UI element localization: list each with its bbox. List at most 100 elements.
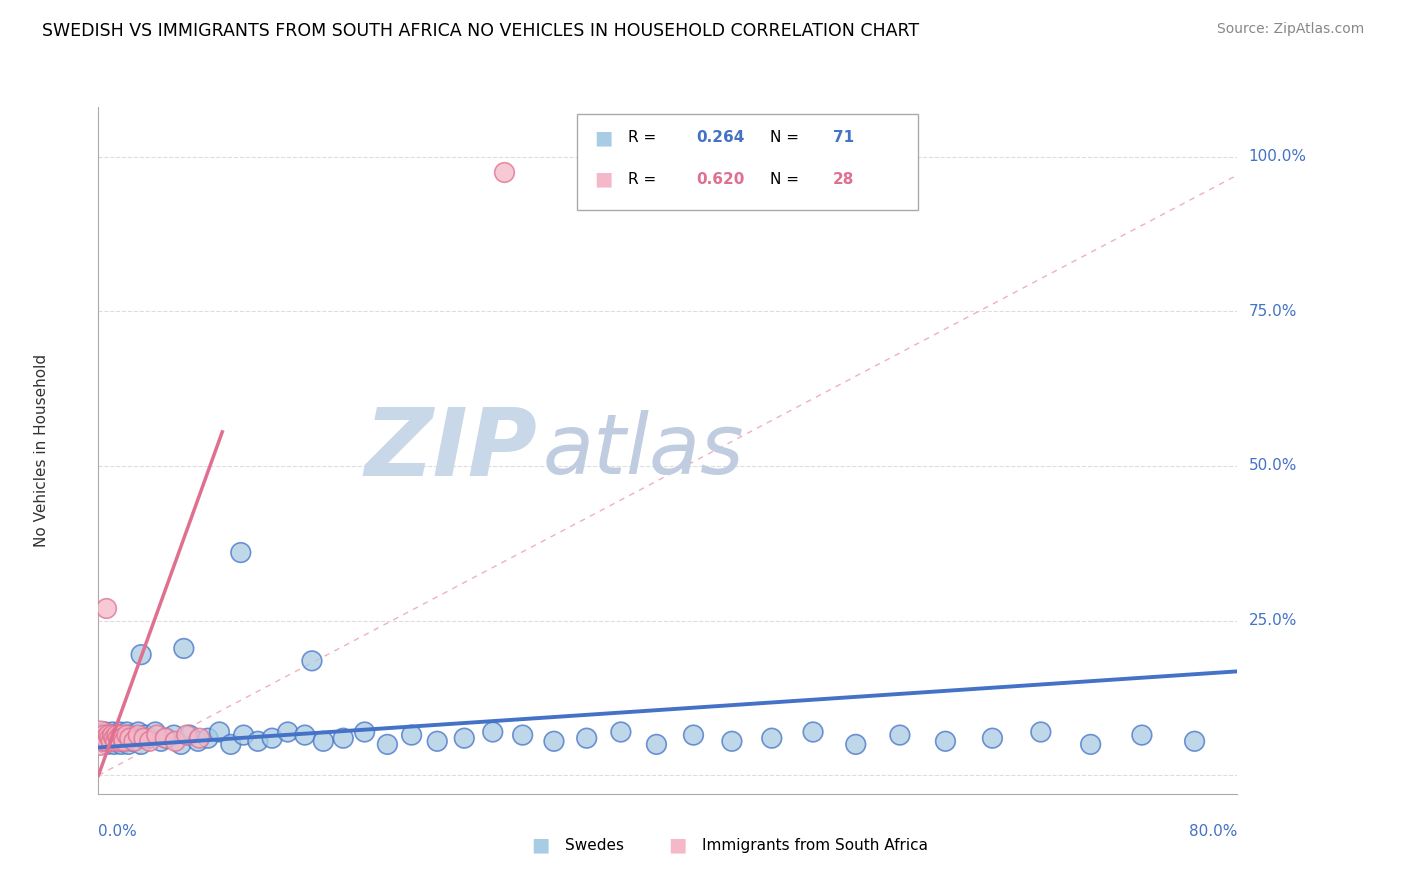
Point [156, 731, 179, 746]
Point [163, 728, 186, 742]
Point [138, 734, 160, 748]
Point [122, 734, 145, 748]
Point [543, 734, 565, 748]
Text: R =: R = [628, 130, 661, 145]
Point [176, 728, 198, 742]
Point [97, 728, 120, 742]
Text: 28: 28 [832, 171, 855, 186]
Text: Immigrants from South Africa: Immigrants from South Africa [702, 838, 928, 853]
Point [277, 725, 299, 739]
Point [91, 734, 114, 748]
Point [145, 725, 167, 739]
Point [117, 738, 139, 752]
Point [332, 731, 354, 746]
Point [170, 738, 193, 752]
Point [246, 734, 269, 748]
Point [761, 731, 783, 746]
Point [512, 728, 534, 742]
Text: 71: 71 [832, 130, 853, 145]
Point [111, 731, 134, 746]
Point [1080, 738, 1102, 752]
Point [179, 728, 201, 742]
Point [401, 728, 423, 742]
Point [132, 731, 155, 746]
Point [107, 731, 129, 746]
Point [453, 731, 475, 746]
Point [96, 734, 118, 748]
Point [426, 734, 449, 748]
Point [494, 165, 516, 179]
Point [93, 731, 115, 746]
Point [114, 731, 136, 746]
Text: R =: R = [628, 171, 661, 186]
Point [127, 725, 149, 739]
Point [801, 725, 824, 739]
Point [682, 728, 704, 742]
Point [105, 728, 128, 742]
Point [110, 728, 132, 742]
Text: ■: ■ [593, 169, 612, 189]
Point [134, 728, 156, 742]
Point [187, 734, 209, 748]
Text: Swedes: Swedes [565, 838, 624, 853]
Text: 50.0%: 50.0% [1249, 458, 1296, 474]
Point [481, 725, 503, 739]
Point [118, 731, 141, 746]
Point [645, 738, 668, 752]
Point [845, 738, 868, 752]
Point [1029, 725, 1052, 739]
Point [188, 731, 211, 746]
Point [89, 731, 111, 746]
Point [91, 734, 114, 748]
Point [121, 734, 143, 748]
Point [124, 731, 146, 746]
FancyBboxPatch shape [576, 114, 918, 211]
Point [129, 738, 152, 752]
Text: SWEDISH VS IMMIGRANTS FROM SOUTH AFRICA NO VEHICLES IN HOUSEHOLD CORRELATION CHA: SWEDISH VS IMMIGRANTS FROM SOUTH AFRICA … [42, 22, 920, 40]
Text: N =: N = [770, 171, 804, 186]
Point [101, 728, 124, 742]
Point [105, 734, 128, 748]
Point [294, 728, 316, 742]
Point [96, 738, 118, 752]
Point [1184, 734, 1206, 748]
Point [721, 734, 744, 748]
Point [107, 731, 129, 746]
Point [146, 728, 169, 742]
Point [101, 725, 124, 739]
Point [312, 734, 335, 748]
Text: 80.0%: 80.0% [1189, 824, 1237, 839]
Point [262, 731, 284, 746]
Point [129, 648, 152, 662]
Point [97, 728, 120, 742]
Point [377, 738, 399, 752]
Point [197, 731, 219, 746]
Point [103, 738, 125, 752]
Point [232, 728, 254, 742]
Text: 75.0%: 75.0% [1249, 304, 1296, 318]
Point [104, 728, 127, 742]
Point [1130, 728, 1153, 742]
Point [98, 731, 121, 746]
Point [610, 725, 633, 739]
Point [219, 738, 242, 752]
Point [100, 731, 122, 746]
Point [150, 734, 173, 748]
Text: ■: ■ [531, 836, 550, 855]
Point [104, 734, 127, 748]
Point [100, 734, 122, 748]
Text: Source: ZipAtlas.com: Source: ZipAtlas.com [1216, 22, 1364, 37]
Point [127, 728, 149, 742]
Point [94, 731, 117, 746]
Point [111, 728, 134, 742]
Point [108, 734, 131, 748]
Text: ■: ■ [668, 836, 686, 855]
Text: atlas: atlas [543, 410, 744, 491]
Point [118, 728, 141, 742]
Point [155, 731, 177, 746]
Text: 0.264: 0.264 [696, 130, 745, 145]
Point [173, 641, 195, 656]
Point [110, 738, 132, 752]
Point [94, 725, 117, 739]
Point [138, 731, 160, 746]
